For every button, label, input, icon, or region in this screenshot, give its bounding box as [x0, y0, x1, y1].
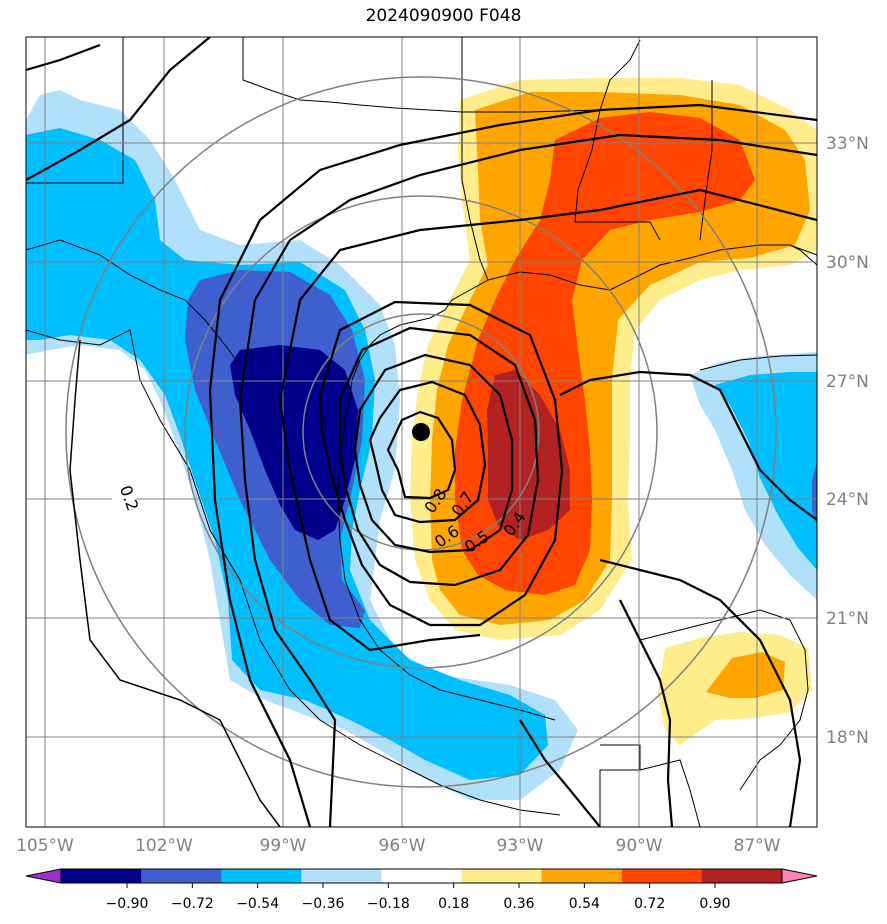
contour-08	[386, 410, 457, 500]
contour-06	[353, 353, 514, 554]
map-title: 2024090900 F048	[365, 6, 522, 26]
lon-label: 99°W	[260, 836, 307, 856]
colorbar-bin	[61, 869, 142, 883]
colorbar-tick-label: 0.18	[438, 896, 469, 912]
lat-label: 21°N	[826, 609, 869, 629]
colorbar-over-extension	[782, 869, 817, 883]
lon-label: 105°W	[16, 836, 74, 856]
contour-east	[559, 370, 817, 521]
lon-label: 93°W	[497, 836, 544, 856]
arkansas-border	[462, 39, 641, 113]
contour-07	[368, 380, 487, 524]
lon-tick-labels: 105°W 102°W 99°W 96°W 93°W 90°W 87°W	[16, 836, 781, 856]
baja-area	[26, 329, 561, 816]
range-rings	[65, 76, 777, 788]
contour-02-mid	[238, 133, 817, 401]
contour-02-south	[238, 399, 337, 827]
colorbar-bin	[541, 869, 623, 883]
colorbar-bin	[621, 869, 703, 883]
texas-oklahoma-border	[242, 37, 463, 113]
colorbar-over-outline	[781, 868, 818, 884]
contour-03-south	[278, 399, 481, 652]
contour-thin-west	[69, 339, 281, 827]
lon-label: 102°W	[135, 836, 193, 856]
colorbar-tick-label: 0.90	[699, 896, 730, 912]
alabama-border	[699, 80, 713, 241]
colorbar-bin	[141, 869, 222, 883]
louisiana-coast	[487, 244, 817, 291]
colorbar-tick-label: 0.72	[634, 896, 665, 912]
florida-coast	[789, 244, 817, 266]
lat-label: 30°N	[826, 253, 869, 273]
lat-label: 24°N	[826, 490, 869, 510]
colorbar-bins	[61, 869, 783, 883]
lat-label: 33°N	[826, 134, 869, 154]
colorbar-bin	[301, 869, 382, 883]
map-frame	[25, 36, 818, 828]
colorbar-tick-label: −0.18	[367, 896, 410, 912]
lat-label: 27°N	[826, 372, 869, 392]
contour-03-outer	[278, 188, 817, 401]
cuba-coast	[699, 354, 817, 371]
contour-04	[318, 300, 564, 627]
lat-label: 18°N	[826, 728, 869, 748]
colorbar-bin	[701, 869, 783, 883]
texas-louisiana-border	[444, 112, 489, 311]
contour-01-south	[208, 389, 312, 827]
lon-label: 87°W	[734, 836, 781, 856]
guatemala-border	[639, 759, 701, 827]
lat-tick-labels: 33°N 30°N 27°N 24°N 21°N 18°N	[826, 134, 869, 748]
storm-center-marker	[412, 423, 430, 441]
lon-label: 96°W	[379, 836, 426, 856]
map-area: 0.2 0.8 0.7 0.6 0.5 0.4	[26, 37, 817, 827]
mexico-border	[26, 239, 241, 366]
contour-se	[519, 719, 601, 827]
colorbar-tick-label: −0.72	[171, 896, 214, 912]
gulf-coast-north	[344, 309, 446, 421]
dark-navy-region	[230, 345, 358, 540]
contour-01-west	[26, 43, 101, 72]
new-mexico-border	[26, 37, 124, 184]
contour-02-west	[26, 37, 211, 181]
contour-01-mid	[208, 103, 817, 391]
yucatan-orange	[706, 652, 785, 698]
firebrick-region	[487, 370, 570, 540]
colorbar-tick-label: 0.36	[503, 896, 534, 912]
colorbar-bin	[381, 869, 463, 883]
mexico-gulf-coast	[337, 419, 556, 721]
contour-lines	[26, 37, 817, 827]
colorbar-ticks: −0.90 −0.72 −0.54 −0.36 −0.18 0.18 0.36 0.54 0.7…	[106, 883, 731, 912]
coastlines-borders	[26, 37, 817, 827]
east-gulf-deep-sky	[715, 372, 817, 570]
yucatan-coast	[639, 609, 809, 791]
lon-label: 90°W	[616, 836, 663, 856]
contour-east-south	[599, 558, 802, 827]
colorbar-under-extension	[26, 869, 61, 883]
colorbar: −0.90 −0.72 −0.54 −0.36 −0.18 0.18 0.36 0.54 0.7…	[25, 868, 818, 912]
colorbar-tick-label: −0.36	[302, 896, 345, 912]
colorbar-bin	[221, 869, 302, 883]
colorbar-bin	[461, 869, 543, 883]
east-gulf-royal-blue	[812, 462, 817, 525]
colorbar-tick-label: −0.90	[106, 896, 149, 912]
contour-yucatan	[619, 599, 674, 827]
colorbar-under-outline	[25, 868, 62, 884]
colorbar-tick-label: 0.54	[569, 896, 600, 912]
colorbar-tick-label: −0.54	[236, 896, 279, 912]
contour-05	[338, 326, 540, 587]
